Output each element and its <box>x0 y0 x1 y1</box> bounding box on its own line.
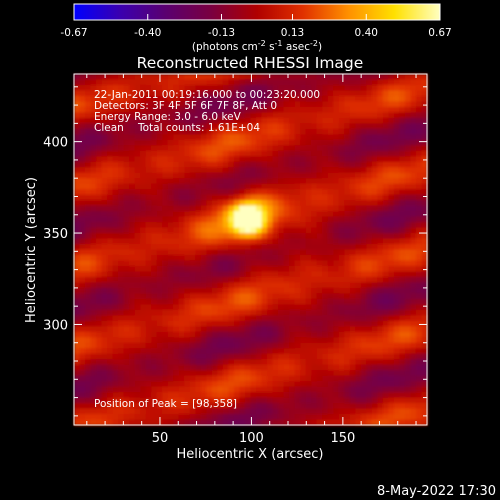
colorbar-tick-label: 0.13 <box>281 27 304 39</box>
x-tick-label: 150 <box>330 431 355 446</box>
plot-frame <box>73 73 428 426</box>
colorbar-tick-label: -0.67 <box>60 27 87 39</box>
annotation-peak-position: Position of Peak = [98,358] <box>94 398 237 410</box>
y-tick-label: 350 <box>43 227 68 242</box>
annotation-detectors: Detectors: 3F 4F 5F 6F 7F 8F, Att 0 <box>94 100 277 112</box>
x-axis-label: Heliocentric X (arcsec) <box>177 447 324 462</box>
x-tick-label: 50 <box>152 431 169 446</box>
y-tick-label: 300 <box>43 318 68 333</box>
colorbar-tick-label: -0.13 <box>208 27 235 39</box>
colorbar-tick-label: 0.40 <box>355 27 378 39</box>
heatmap-image <box>74 74 428 426</box>
colorbar-unit-label: (photons cm-2 s-1 asec-2) <box>192 39 322 53</box>
colorbar-ticks: -0.67 -0.40 -0.13 0.13 0.40 0.67 <box>60 14 452 39</box>
colorbar <box>73 3 441 21</box>
annotation-method: Clean <box>94 122 124 134</box>
colorbar-tick-label: 0.67 <box>428 27 451 39</box>
y-tick-label: 400 <box>43 136 68 151</box>
annotation-counts: Total counts: 1.61E+04 <box>137 122 260 134</box>
chart-title: Reconstructed RHESSI Image <box>137 54 364 72</box>
y-axis-label: Heliocentric Y (arcsec) <box>24 177 39 323</box>
annotation-time: 22-Jan-2011 00:19:16.000 to 00:23:20.000 <box>94 89 320 101</box>
footer-timestamp: 8-May-2022 17:30 <box>377 484 496 499</box>
annotation-energy: Energy Range: 3.0 - 6.0 keV <box>94 111 242 123</box>
plot-axes: 50 100 150 300 350 400 <box>43 74 427 446</box>
x-tick-label: 100 <box>239 431 264 446</box>
colorbar-tick-label: -0.40 <box>134 27 161 39</box>
